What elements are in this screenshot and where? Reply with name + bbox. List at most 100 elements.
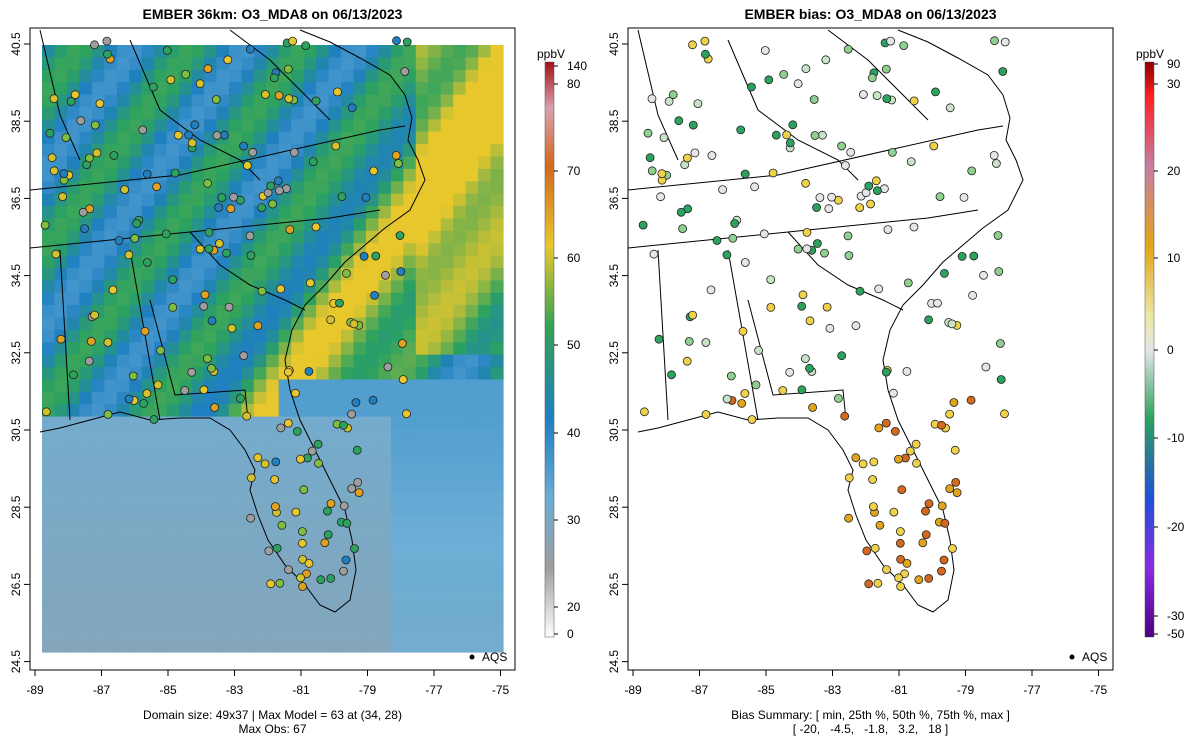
obs-marker	[246, 251, 256, 260]
bias-marker	[945, 103, 955, 113]
bias-marker	[871, 176, 881, 186]
obs-marker	[187, 367, 197, 377]
obs-marker	[103, 49, 112, 59]
obs-marker	[184, 130, 194, 140]
obs-marker	[290, 388, 300, 398]
obs-marker	[103, 338, 113, 347]
obs-marker	[130, 233, 140, 243]
y-tick-label: 26.5	[9, 572, 23, 596]
obs-marker	[266, 579, 276, 589]
obs-marker	[270, 502, 280, 512]
bias-marker	[730, 219, 740, 228]
bias-marker	[712, 236, 722, 245]
bias-marker	[952, 488, 962, 498]
obs-marker	[253, 321, 263, 331]
right-boundaries	[628, 29, 1024, 613]
bias-marker	[688, 40, 697, 50]
obs-marker	[59, 169, 69, 179]
obs-marker	[148, 82, 158, 92]
bias-marker	[822, 302, 832, 312]
obs-marker	[313, 439, 323, 449]
x-tick-label: -77	[1023, 683, 1041, 697]
bias-marker	[760, 46, 770, 55]
bias-marker	[688, 120, 698, 130]
obs-marker	[276, 423, 286, 433]
x-tick-label: -75	[1090, 683, 1108, 697]
bias-marker	[659, 133, 669, 143]
x-tick-label: -77	[425, 683, 443, 697]
bias-marker	[996, 375, 1006, 384]
obs-marker	[320, 538, 330, 548]
right-legend-label: AQS	[1082, 650, 1107, 664]
left-footer-line2: Max Obs: 67	[238, 722, 307, 736]
bias-marker	[873, 578, 883, 588]
bias-marker	[841, 161, 850, 170]
bias-marker	[937, 501, 947, 511]
y-tick-label: 32.5	[607, 341, 621, 365]
x-tick-label: -79	[359, 683, 377, 697]
left-map-title: EMBER 36km: O3_MDA8 on 06/13/2023	[142, 6, 403, 22]
obs-marker	[361, 192, 371, 202]
obs-marker	[217, 193, 227, 203]
observation-markers	[40, 36, 412, 591]
bias-marker	[990, 36, 999, 46]
bias-marker	[693, 99, 703, 108]
obs-marker	[161, 229, 171, 239]
obs-marker	[153, 380, 163, 390]
obs-marker	[326, 574, 336, 583]
model-concentration-grid	[42, 45, 504, 653]
obs-marker	[272, 543, 282, 553]
bias-marker	[872, 91, 882, 100]
colorbar-tick-label: 20	[567, 600, 581, 614]
obs-marker	[397, 339, 407, 348]
obs-marker	[275, 578, 285, 588]
obs-marker	[341, 555, 351, 565]
bias-marker	[688, 310, 697, 320]
bias-marker	[684, 336, 694, 346]
colorbar-tick-label: 20	[1167, 164, 1181, 178]
obs-marker	[92, 148, 102, 158]
obs-marker	[80, 224, 89, 234]
obs-marker	[297, 527, 307, 536]
obs-marker	[288, 36, 298, 46]
bias-marker	[751, 380, 761, 390]
obs-marker	[347, 409, 357, 419]
bias-marker	[889, 388, 898, 398]
y-tick-label: 32.5	[9, 341, 23, 365]
left-legend-label: AQS	[482, 650, 507, 664]
obs-marker	[349, 319, 359, 329]
x-tick-label: -85	[159, 683, 177, 697]
obs-marker	[291, 507, 301, 517]
obs-marker	[61, 133, 71, 143]
obs-marker	[86, 336, 96, 346]
obs-marker	[371, 251, 381, 261]
right-footer-line2: [ -20, -4.5, -1.8, 3.2, 18 ]	[792, 722, 949, 736]
obs-marker	[273, 176, 283, 186]
bias-marker	[797, 301, 807, 311]
bias-marker	[740, 389, 750, 398]
obs-marker	[40, 220, 50, 230]
obs-marker	[140, 326, 150, 336]
bias-marker	[818, 130, 827, 140]
obs-marker	[214, 239, 224, 248]
bias-marker	[951, 477, 961, 487]
bias-marker	[949, 398, 959, 407]
bias-marker	[905, 446, 915, 456]
y-tick-label: 34.5	[607, 264, 621, 288]
obs-marker	[166, 75, 176, 85]
obs-marker	[239, 141, 249, 151]
obs-marker	[326, 315, 336, 325]
bias-marker	[1000, 409, 1009, 419]
obs-marker	[301, 41, 311, 50]
obs-marker	[204, 227, 214, 237]
obs-marker	[381, 270, 390, 280]
x-tick-label: -81	[890, 683, 908, 697]
bias-marker	[911, 439, 921, 449]
obs-marker	[323, 506, 332, 516]
bias-marker	[940, 268, 949, 278]
left-footer-line1: Domain size: 49x37 | Max Model = 63 at (…	[143, 708, 402, 722]
obs-marker	[402, 409, 411, 419]
y-tick-label: 40.5	[607, 32, 621, 56]
x-tick-label: -81	[292, 683, 310, 697]
obs-marker	[49, 94, 59, 104]
